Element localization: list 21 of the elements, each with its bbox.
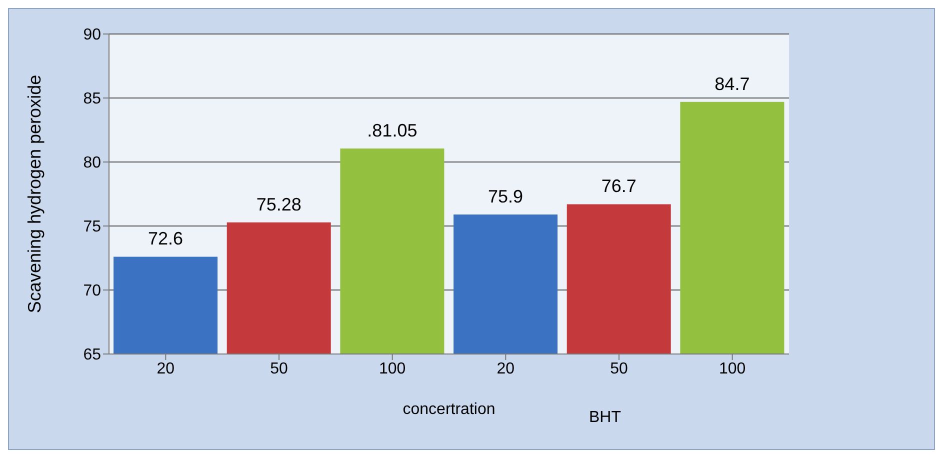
text: BHT xyxy=(589,409,621,427)
data-label: .81.05 xyxy=(367,120,418,141)
y-axis-title: Scavening hydrogen peroxide xyxy=(24,74,44,314)
y-tick-label: 80 xyxy=(83,154,102,172)
x-tick-label: 20 xyxy=(156,360,175,378)
y-tick-label: 90 xyxy=(83,26,102,44)
data-label: 75.28 xyxy=(256,194,302,214)
y-tick-label: 65 xyxy=(83,346,102,364)
x-axis-title: concertration xyxy=(402,401,496,418)
data-label: 75.9 xyxy=(488,186,524,206)
data-label: 84.7 xyxy=(714,74,750,94)
y-tick-label: 75 xyxy=(83,218,102,236)
x-tick-label: 20 xyxy=(496,360,515,378)
x-tick-label: 100 xyxy=(718,360,746,378)
x-tick-label: 50 xyxy=(270,360,288,378)
x-tick-label: 50 xyxy=(610,360,628,378)
data-label: 76.7 xyxy=(601,176,636,196)
y-tick-label: 85 xyxy=(83,90,102,108)
y-tick-label: 70 xyxy=(83,282,102,300)
x-tick-label: 100 xyxy=(378,360,406,378)
data-label: 72.6 xyxy=(148,228,184,249)
